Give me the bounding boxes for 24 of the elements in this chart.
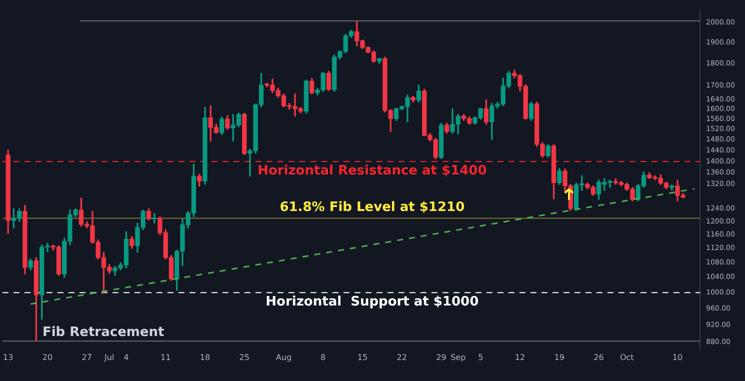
x-tick-label: 10 bbox=[672, 352, 683, 362]
x-tick-label: 27 bbox=[82, 352, 92, 362]
x-tick-label: 19 bbox=[554, 352, 564, 362]
x-tick-label: Aug bbox=[276, 352, 292, 362]
x-tick-label: Oct bbox=[620, 352, 634, 362]
x-tick-label: 29 bbox=[436, 352, 446, 362]
x-tick-label: 25 bbox=[239, 352, 250, 362]
ref-line-label: Fib Retracement bbox=[42, 324, 164, 340]
x-tick-label: 8 bbox=[320, 352, 326, 362]
x-tick-label: 22 bbox=[396, 352, 407, 362]
x-tick-label: 11 bbox=[160, 352, 171, 362]
x-tick-label: 13 bbox=[2, 352, 14, 362]
x-tick-label: Jul bbox=[104, 352, 114, 362]
x-tick-label: Sep bbox=[450, 352, 466, 362]
x-tick-label: 26 bbox=[594, 352, 604, 362]
x-tick-label: 20 bbox=[42, 352, 53, 362]
ref-line-label: 61.8% Fib Level at $1210 bbox=[280, 200, 465, 216]
x-tick-label: 4 bbox=[124, 352, 129, 362]
x-tick-label: 5 bbox=[478, 352, 484, 362]
ref-line-label: Horizontal Resistance at $1400 bbox=[258, 163, 487, 178]
x-tick-label: 15 bbox=[357, 352, 368, 362]
x-tick-label: 18 bbox=[200, 352, 210, 362]
ref-line-label: Horizontal Support at $1000 bbox=[266, 294, 479, 310]
x-tick-label: 12 bbox=[514, 352, 526, 362]
